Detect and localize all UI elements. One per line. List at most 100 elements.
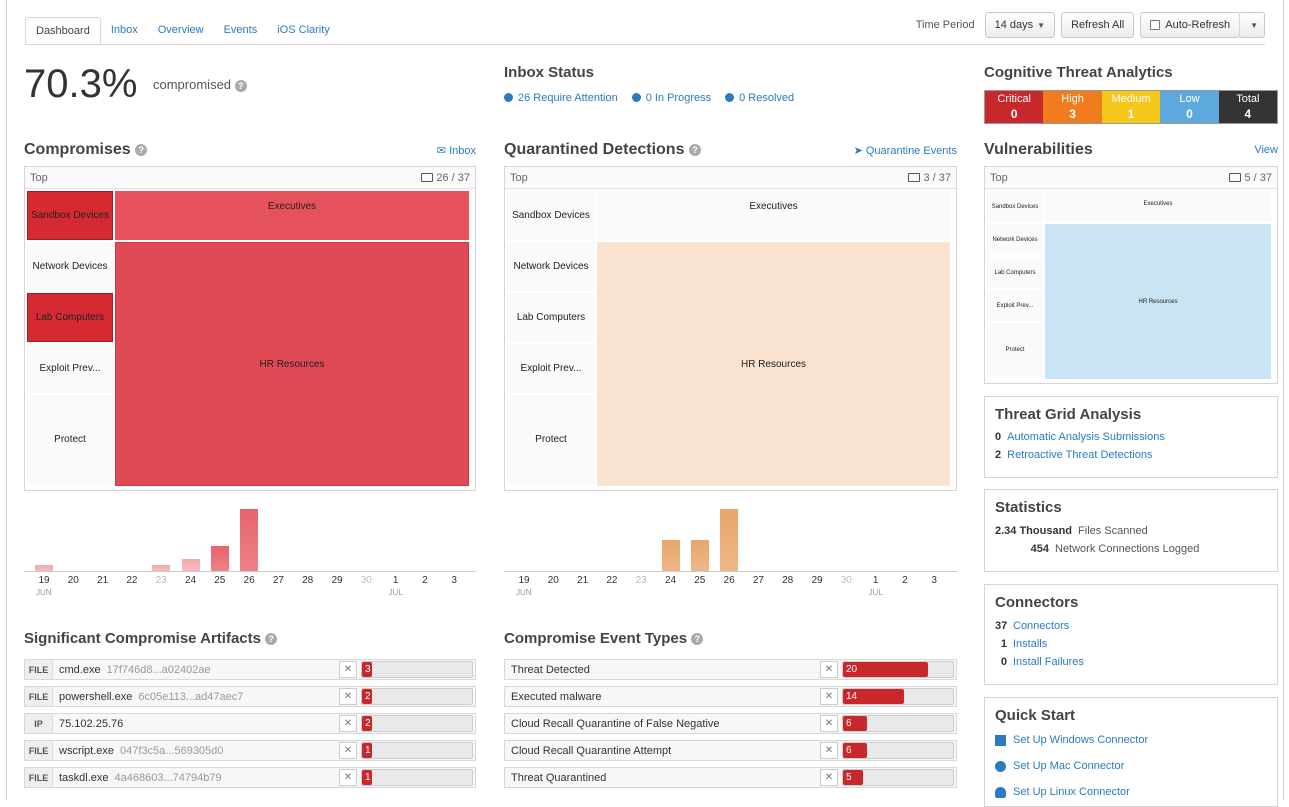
- list-item[interactable]: Cloud Recall Quarantine Attempt ✕ 6: [504, 740, 957, 761]
- quarantine-events-link[interactable]: ➤ Quarantine Events: [853, 144, 957, 157]
- list-item[interactable]: FILE cmd.exe 17f746d8...a02402ae ✕ 3: [24, 659, 476, 680]
- pin-icon[interactable]: ✕: [339, 742, 357, 759]
- help-icon[interactable]: ?: [234, 79, 247, 92]
- list-item[interactable]: Executed malware ✕ 14: [504, 686, 957, 707]
- in-progress-link[interactable]: 0 In Progress: [631, 92, 711, 104]
- help-icon[interactable]: ?: [691, 633, 704, 646]
- treemap-group[interactable]: Network Devices: [987, 224, 1043, 255]
- list-item-name[interactable]: Cloud Recall Quarantine of False Negativ…: [511, 717, 720, 730]
- pin-icon[interactable]: ✕: [339, 769, 357, 786]
- list-item-name[interactable]: Executed malware: [511, 690, 602, 703]
- pin-icon[interactable]: ✕: [820, 715, 838, 732]
- list-item-name[interactable]: taskdl.exe: [59, 771, 109, 784]
- list-item[interactable]: FILE wscript.exe 047f3c5a...569305d0 ✕ 1: [24, 740, 476, 761]
- treemap-group[interactable]: Exploit Prev...: [507, 344, 595, 393]
- treemap-group[interactable]: Protect: [507, 395, 595, 484]
- treemap-group[interactable]: Lab Computers: [507, 293, 595, 342]
- treemap-group[interactable]: Sandbox Devices: [987, 191, 1043, 222]
- tab-events[interactable]: Events: [223, 24, 258, 36]
- auto-refresh-dropdown[interactable]: ▼: [1239, 12, 1265, 38]
- refresh-all-button[interactable]: Refresh All: [1061, 12, 1135, 38]
- chart-bar[interactable]: [152, 565, 171, 571]
- list-item[interactable]: Cloud Recall Quarantine of False Negativ…: [504, 713, 957, 734]
- mac-connector-link[interactable]: Set Up Mac Connector: [995, 760, 1267, 772]
- require-attention-link[interactable]: 26 Require Attention: [504, 92, 618, 104]
- list-item-name[interactable]: wscript.exe: [59, 744, 115, 757]
- treemap-cell-hr-resources[interactable]: HR Resources: [1045, 224, 1271, 379]
- list-item-name[interactable]: powershell.exe: [59, 690, 133, 703]
- cta-cell-medium[interactable]: Medium 1: [1101, 91, 1161, 123]
- treemap-group[interactable]: Network Devices: [27, 242, 113, 291]
- statistics-card: Statistics 2.34 Thousand Files Scanned 45…: [984, 489, 1278, 572]
- retroactive-detections-link[interactable]: Retroactive Threat Detections: [1007, 449, 1153, 461]
- list-item[interactable]: Threat Quarantined ✕ 5: [504, 767, 957, 788]
- treemap-cell-executives[interactable]: Executives: [597, 191, 950, 240]
- treemap-group[interactable]: Network Devices: [507, 242, 595, 291]
- install-failures-link[interactable]: Install Failures: [1013, 656, 1084, 668]
- vulnerabilities-view-link[interactable]: View: [1254, 144, 1278, 156]
- cta-cell-critical[interactable]: Critical 0: [985, 91, 1044, 123]
- treemap-group[interactable]: Exploit Prev...: [987, 290, 1043, 321]
- cta-cell-value: 1: [1127, 107, 1135, 121]
- chart-bar[interactable]: [720, 509, 739, 571]
- treemap-group[interactable]: Lab Computers: [27, 293, 113, 342]
- pin-icon[interactable]: ✕: [820, 661, 838, 678]
- pin-icon[interactable]: ✕: [820, 769, 838, 786]
- help-icon[interactable]: ?: [688, 143, 701, 156]
- chart-bar[interactable]: [35, 565, 53, 571]
- linux-connector-text: Set Up Linux Connector: [1013, 786, 1130, 798]
- treemap-cell-executives[interactable]: Executives: [1045, 191, 1271, 222]
- treemap-group[interactable]: Exploit Prev...: [27, 344, 113, 393]
- list-item[interactable]: IP 75.102.25.76 ✕ 2: [24, 713, 476, 734]
- resolved-link[interactable]: 0 Resolved: [725, 92, 794, 104]
- treemap-group[interactable]: Protect: [27, 395, 113, 484]
- treemap-cell-hr-resources[interactable]: HR Resources: [115, 242, 469, 486]
- pin-icon[interactable]: ✕: [820, 742, 838, 759]
- pin-icon[interactable]: ✕: [339, 661, 357, 678]
- compromises-inbox-link[interactable]: ✉ Inbox: [436, 144, 476, 157]
- time-period-select[interactable]: 14 days ▼: [984, 12, 1056, 38]
- cta-cell-high[interactable]: High 3: [1043, 91, 1102, 123]
- treemap-group[interactable]: Lab Computers: [987, 257, 1043, 288]
- tab-inbox[interactable]: Inbox: [110, 24, 138, 36]
- tab-ios-clarity[interactable]: iOS Clarity: [277, 24, 330, 36]
- treemap-group[interactable]: Protect: [987, 323, 1043, 377]
- windows-connector-link[interactable]: Set Up Windows Connector: [995, 734, 1267, 746]
- list-item-bar: 1: [361, 742, 473, 759]
- list-item-name[interactable]: Threat Quarantined: [511, 771, 607, 784]
- list-item[interactable]: FILE powershell.exe 6c05e113...ad47aec7 ✕ 2: [24, 686, 476, 707]
- list-item-count: 5: [843, 770, 863, 785]
- help-icon[interactable]: ?: [265, 633, 278, 646]
- chart-bar[interactable]: [661, 540, 680, 571]
- list-item-name[interactable]: cmd.exe: [59, 663, 101, 676]
- chart-bar[interactable]: [181, 559, 200, 571]
- tab-overview[interactable]: Overview: [157, 24, 204, 36]
- auto-refresh-button[interactable]: Auto-Refresh: [1140, 12, 1241, 38]
- installs-link[interactable]: Installs: [1013, 638, 1048, 650]
- chart-bar[interactable]: [210, 546, 229, 571]
- cta-cell-total[interactable]: Total 4: [1218, 91, 1278, 123]
- list-item[interactable]: FILE taskdl.exe 4a468603...74794b79 ✕ 1: [24, 767, 476, 788]
- treemap-cell-hr-resources[interactable]: HR Resources: [597, 242, 950, 486]
- list-item-name[interactable]: Threat Detected: [511, 663, 590, 676]
- chart-bar[interactable]: [690, 540, 709, 571]
- list-item-name[interactable]: Cloud Recall Quarantine Attempt: [511, 744, 672, 757]
- pin-icon[interactable]: ✕: [339, 688, 357, 705]
- treemap-group[interactable]: Sandbox Devices: [27, 191, 113, 240]
- pin-icon[interactable]: ✕: [339, 715, 357, 732]
- treemap-group[interactable]: Sandbox Devices: [507, 191, 595, 240]
- chart-tick-label: 21: [97, 575, 109, 586]
- cta-cell-low[interactable]: Low 0: [1160, 91, 1219, 123]
- list-item-name[interactable]: 75.102.25.76: [59, 717, 124, 730]
- linux-connector-link[interactable]: Set Up Linux Connector: [995, 786, 1267, 798]
- connectors-link[interactable]: Connectors: [1013, 620, 1070, 632]
- chart-bar[interactable]: [240, 509, 259, 571]
- compromises-header: Compromises ? ✉ Inbox: [24, 141, 476, 159]
- list-item[interactable]: Threat Detected ✕ 20: [504, 659, 957, 680]
- automatic-analysis-link[interactable]: Automatic Analysis Submissions: [1007, 431, 1165, 443]
- treemap-cell-executives[interactable]: Executives: [115, 191, 469, 240]
- pin-icon[interactable]: ✕: [820, 688, 838, 705]
- checkbox-icon[interactable]: [1150, 20, 1161, 30]
- help-icon[interactable]: ?: [135, 143, 148, 156]
- tab-dashboard[interactable]: Dashboard: [25, 17, 101, 45]
